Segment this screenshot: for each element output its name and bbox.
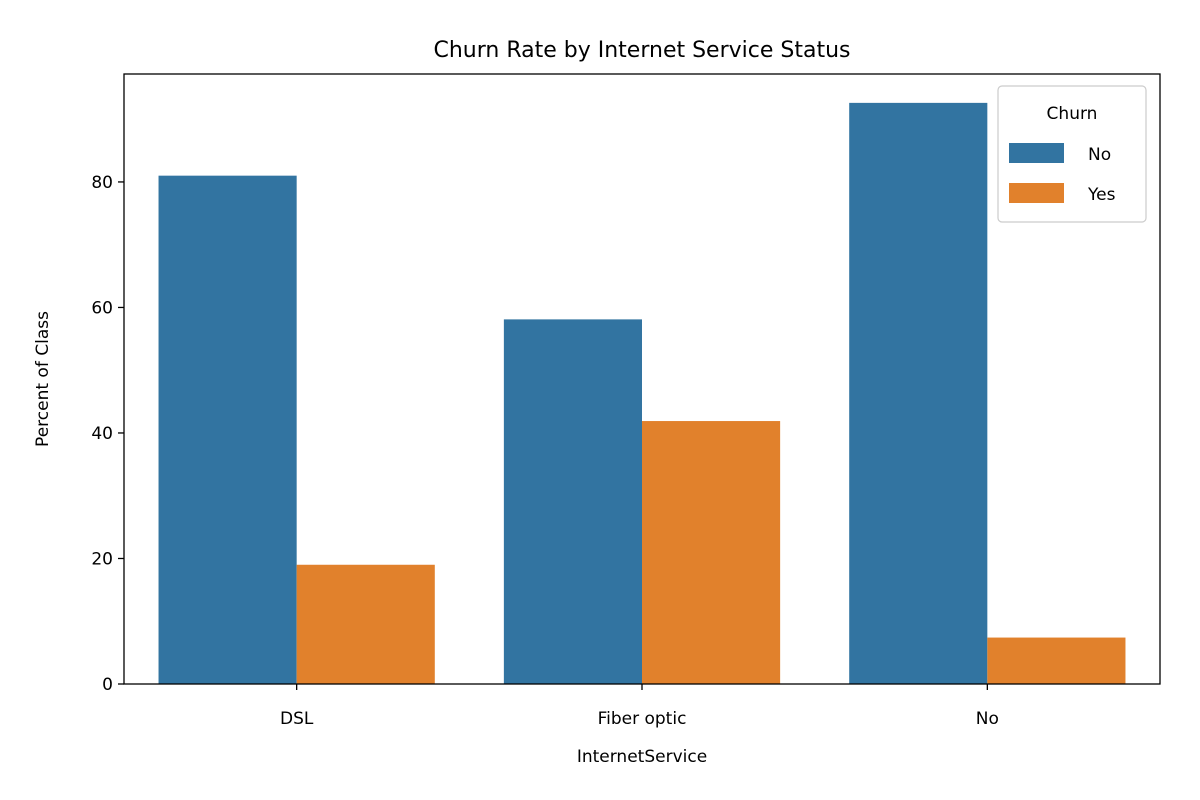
bar-no-no [849, 102, 988, 685]
y-tick-label: 80 [91, 173, 113, 193]
legend-swatch-yes [1009, 183, 1064, 203]
plot-frame [123, 73, 1161, 685]
legend-label-no: No [1088, 145, 1111, 165]
bar-no-yes [987, 637, 1126, 684]
bar-dsl-yes [296, 564, 435, 684]
legend: Churn No Yes [997, 85, 1147, 223]
y-axis-label: Percent of Class [33, 311, 53, 447]
y-tick-label: 60 [91, 298, 113, 318]
x-axis-ticks: DSL Fiber optic No [280, 684, 999, 729]
x-tick-label: DSL [280, 709, 314, 729]
legend-label-yes: Yes [1087, 185, 1116, 205]
x-tick-label: Fiber optic [598, 709, 687, 729]
x-axis-label: InternetService [577, 747, 707, 767]
legend-title: Churn [1047, 104, 1098, 124]
bars-group [158, 102, 1126, 685]
x-tick-label: No [976, 709, 999, 729]
y-axis-ticks: 0 20 40 60 80 [91, 173, 124, 695]
y-tick-label: 20 [91, 549, 113, 569]
bar-fiber-optic-no [503, 319, 642, 684]
chart-title: Churn Rate by Internet Service Status [433, 38, 850, 63]
y-tick-label: 0 [102, 675, 113, 695]
legend-swatch-no [1009, 143, 1064, 163]
bar-fiber-optic-yes [642, 421, 781, 684]
bar-dsl-no [158, 175, 297, 684]
y-tick-label: 40 [91, 424, 113, 444]
